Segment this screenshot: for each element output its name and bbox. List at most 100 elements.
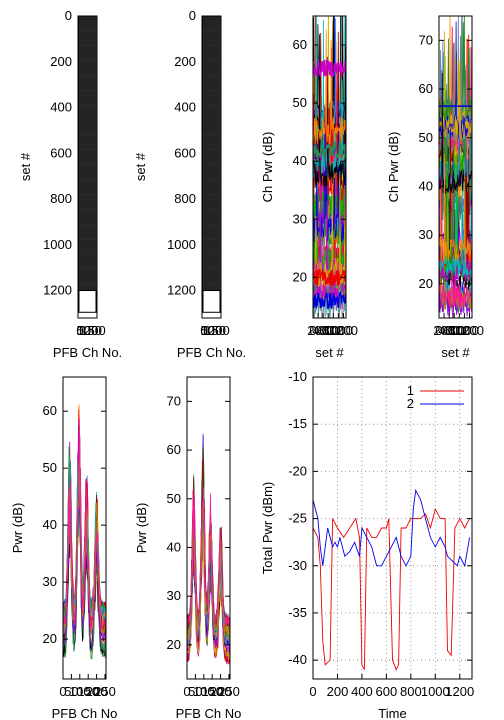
spectrum-trace [187, 489, 230, 627]
y-tick-label: 1200 [43, 283, 72, 298]
y-tick-label: -25 [288, 511, 307, 526]
y-tick-label: 70 [419, 32, 433, 47]
plot-frame-6 [186, 376, 231, 680]
channel-trace [439, 58, 472, 140]
waterfall-blank-region [78, 290, 97, 313]
plot-frame-2 [201, 15, 222, 319]
x-tick-label: 600 [376, 684, 398, 699]
y-tick-label: 200 [50, 54, 72, 69]
x-tick-label: 100 [201, 323, 223, 338]
x-tick-label: 1200 [455, 323, 484, 338]
channel-trace [313, 29, 346, 146]
dominant-channel-trace [313, 290, 346, 309]
x-axis-label: PFB Ch No. [53, 345, 122, 360]
y-tick-label: 40 [167, 539, 181, 554]
y-tick-label: 1000 [43, 237, 72, 252]
x-tick-label: 600 [317, 323, 339, 338]
y-tick-label: 600 [50, 145, 72, 160]
legend-label-1: 1 [407, 383, 414, 398]
y-tick-label: 30 [293, 211, 307, 226]
x-tick-label: 150 [77, 684, 99, 699]
x-tick-label: 150 [201, 684, 223, 699]
x-axis-label: set # [441, 345, 470, 360]
series-line-2 [313, 488, 471, 568]
x-tick-label: 0 [59, 684, 66, 699]
plot-body [313, 16, 346, 318]
channel-trace [313, 167, 346, 288]
y-tick-label: 60 [293, 37, 307, 52]
x-tick-label: 50 [64, 684, 78, 699]
x-tick-label: 250 [218, 684, 240, 699]
y-tick-label: 30 [419, 227, 433, 242]
channel-trace [439, 178, 472, 283]
x-tick-label: 1000 [421, 684, 450, 699]
x-tick-label: 200 [208, 323, 230, 338]
plot-body [63, 404, 106, 660]
y-tick-label: -20 [288, 463, 307, 478]
x-tick-label: 1200 [445, 684, 474, 699]
x-tick-label: 1200 [329, 323, 358, 338]
x-tick-label: 50 [76, 323, 90, 338]
x-tick-label: 0 [435, 323, 442, 338]
y-axis-label: set # [133, 152, 148, 181]
y-tick-label: 30 [167, 588, 181, 603]
plot-frame-4 [438, 15, 473, 319]
y-tick-label: 50 [419, 130, 433, 145]
legend-label-2: 2 [407, 396, 414, 411]
x-tick-label: 0 [309, 684, 316, 699]
y-axis-label: Ch Pwr (dB) [386, 132, 401, 203]
x-tick-label: 200 [307, 323, 329, 338]
y-tick-label: 40 [293, 153, 307, 168]
y-tick-label: 600 [174, 145, 196, 160]
y-tick-label: 800 [50, 191, 72, 206]
y-tick-label: -35 [288, 605, 307, 620]
x-tick-label: 0 [200, 323, 207, 338]
dominant-channel-trace [313, 141, 346, 159]
y-tick-label: 0 [189, 8, 196, 23]
plot-frame-3 [312, 15, 347, 319]
y-tick-label: 30 [43, 574, 57, 589]
y-tick-label: 400 [174, 100, 196, 115]
x-axis-label: Time [378, 706, 406, 720]
x-tick-label: 100 [77, 323, 99, 338]
y-axis-label: set # [18, 152, 33, 181]
channel-trace [313, 123, 346, 222]
x-tick-label: 150 [204, 323, 226, 338]
plot-frame-7 [312, 376, 473, 680]
x-tick-label: 150 [80, 323, 102, 338]
channel-trace [313, 19, 346, 178]
x-tick-label: 600 [443, 323, 465, 338]
x-tick-label: 400 [438, 323, 460, 338]
y-axis-label: Pwr (dB) [134, 503, 149, 554]
x-tick-label: 0 [76, 323, 83, 338]
y-tick-label: 20 [419, 276, 433, 291]
chart-panel-bottom-3: 12 -10 -15 -20 -25 -30 -35 -40 0 200 400 600 800 1000… [260, 369, 474, 720]
y-tick-label: 60 [43, 403, 57, 418]
dominant-channel-trace [313, 267, 346, 288]
y-tick-label: -10 [288, 369, 307, 384]
y-tick-label: 60 [419, 81, 433, 96]
plot-body [187, 434, 230, 665]
plot-frame-5 [62, 376, 107, 680]
x-tick-label: 200 [84, 323, 106, 338]
channel-trace [439, 153, 472, 262]
x-tick-label: 200 [327, 684, 349, 699]
plot-body [313, 377, 472, 679]
x-tick-label: 0 [309, 323, 316, 338]
plot-body [78, 16, 97, 313]
x-tick-label: 50 [200, 323, 214, 338]
x-tick-label: 200 [210, 684, 232, 699]
x-tick-label: 100 [193, 684, 215, 699]
x-tick-label: 400 [351, 684, 373, 699]
y-axis-label: Ch Pwr (dB) [260, 132, 275, 203]
y-tick-label: 0 [65, 8, 72, 23]
spectrum-trace [63, 417, 106, 631]
channel-trace [313, 101, 346, 243]
x-tick-label: 800 [322, 323, 344, 338]
y-tick-label: 70 [167, 393, 181, 408]
waterfall-blank-region [202, 290, 221, 313]
y-tick-label: 20 [43, 631, 57, 646]
y-tick-label: 60 [167, 442, 181, 457]
